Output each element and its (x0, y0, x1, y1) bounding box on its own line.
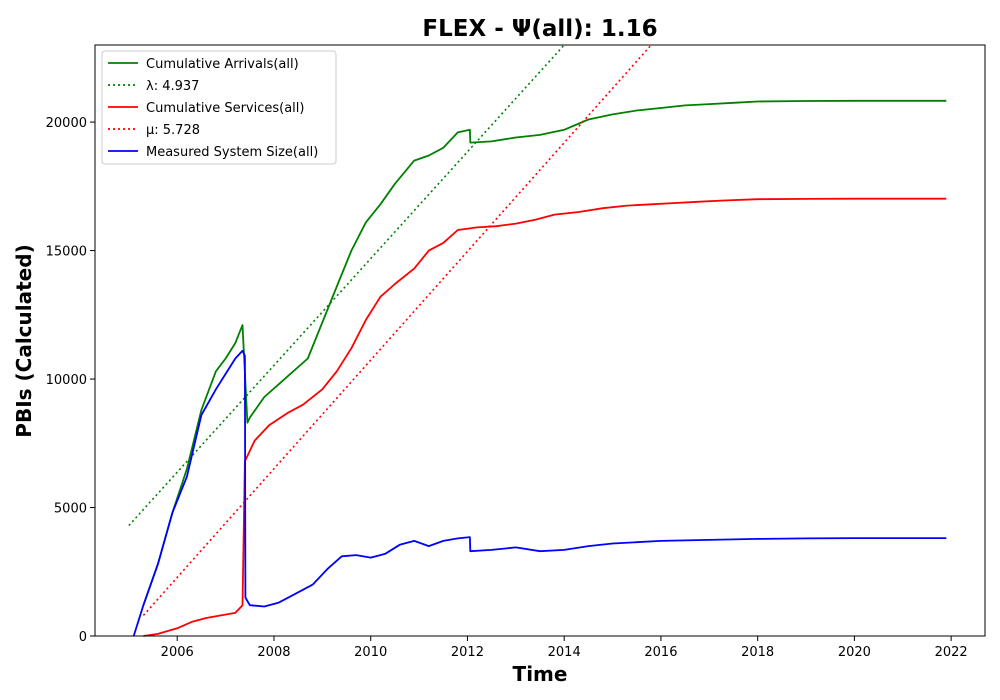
y-axis: 0 5000 10000 15000 20000 (46, 116, 95, 645)
series-line-1 (142, 99, 947, 606)
y-tick-label: 5000 (54, 502, 87, 517)
series-line-4 (142, 44, 652, 616)
x-axis: 2006 2008 2010 2012 2014 2016 2018 2020 2022 (161, 636, 968, 660)
legend: Cumulative Arrivals(all) λ: 4.937 Cumulati… (101, 50, 337, 165)
y-tick-label: 10000 (46, 373, 87, 388)
series-line-2 (128, 44, 565, 527)
y-tick-label: 15000 (46, 245, 87, 260)
y-tick-label: 0 (79, 630, 87, 645)
plot-frame (94, 44, 986, 637)
legend-label: λ: 4.937 (146, 79, 199, 94)
y-axis-title: PBIs (Calculated) (12, 244, 36, 437)
x-tick-label: 2006 (161, 645, 194, 660)
legend-box (101, 50, 337, 165)
legend-label: Cumulative Arrivals(all) (146, 57, 299, 72)
chart-title: FLEX - Ψ(all): 1.16 (422, 16, 657, 42)
y-tick-label: 20000 (46, 116, 87, 131)
x-tick-label: 2014 (548, 645, 581, 660)
x-tick-label: 2020 (838, 645, 871, 660)
x-axis-title: Time (513, 662, 568, 686)
x-tick-label: 2022 (935, 645, 968, 660)
legend-label: Cumulative Services(all) (146, 101, 304, 116)
x-tick-label: 2012 (451, 645, 484, 660)
x-tick-label: 2016 (644, 645, 677, 660)
x-tick-label: 2010 (354, 645, 387, 660)
plot-area (128, 44, 947, 637)
x-tick-label: 2018 (741, 645, 774, 660)
x-tick-label: 2008 (257, 645, 290, 660)
series-line-5 (132, 349, 947, 637)
series-line-3 (143, 197, 947, 637)
legend-label: Measured System Size(all) (146, 145, 318, 160)
legend-label: μ: 5.728 (146, 123, 200, 138)
